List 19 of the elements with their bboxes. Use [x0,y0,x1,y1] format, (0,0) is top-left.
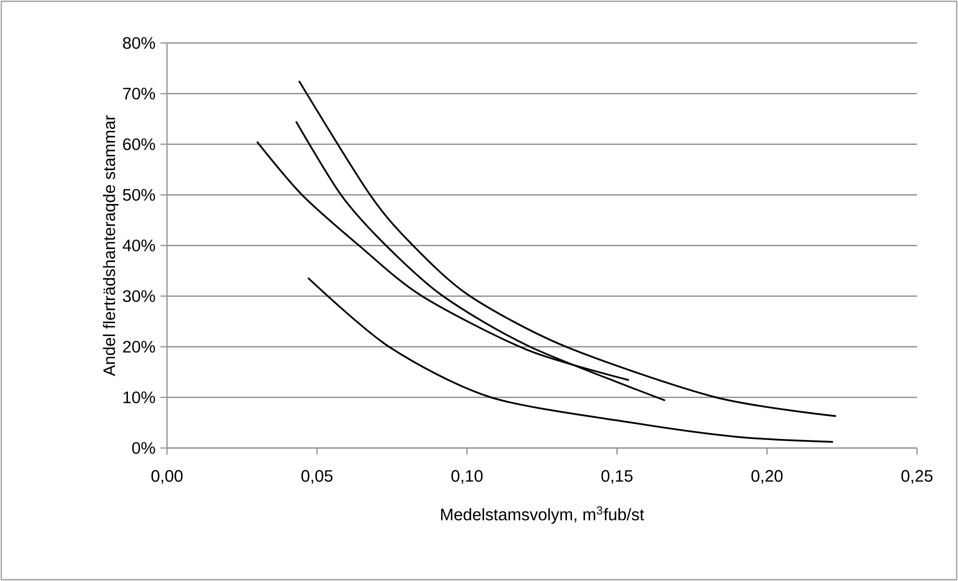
y-tick-label: 0% [132,442,156,454]
line-series [298,80,837,417]
x-tick-label: 0,10 [451,470,483,484]
x-tick-label: 0,25 [901,470,933,484]
x-tick-label: 0,15 [601,470,633,484]
y-tick-label: 50% [122,188,156,201]
y-tick-label: 60% [123,138,156,150]
x-axis-title: Medelstamsvolym, m$^{3}$fub/st [441,506,644,524]
y-tick-label: 20% [123,340,156,353]
y-tick-label: 10% [124,391,156,404]
x-tick-label: 0,00 [151,470,183,484]
line-series [307,277,834,443]
x-tick-label: 0,20 [751,470,783,484]
y-tick-label: 80% [123,37,156,49]
y-tick-label: 30% [122,290,156,302]
y-tick-label: 70% [123,88,156,100]
x-tick-label: 0,05 [301,470,333,484]
y-axis-title: Andel flerträdshanteraqde stammar [102,115,118,376]
y-tick-label: 40% [122,240,156,252]
